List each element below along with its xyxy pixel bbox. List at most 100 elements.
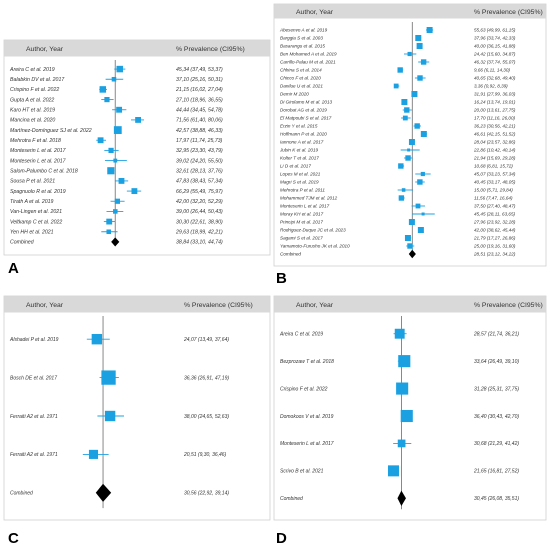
panel-b-study-value: 17,70 (11,16, 26,00): [474, 116, 516, 121]
panel-b-study-label: Magri S et al. 2019: [280, 180, 319, 185]
panel-c-frame: [3, 295, 271, 521]
panel-b-estimate-square: [417, 75, 423, 81]
panel-a-study-value: 30,30 (22,61, 38,90): [176, 219, 223, 225]
panel-a-study-label: Monteserin L et al. 2017: [10, 148, 67, 154]
panel-d-study-label: Domokoos V et al. 2019: [280, 414, 334, 420]
panel-d-estimate-square: [397, 439, 406, 448]
panel-b-study-value: 45,45 (28,11, 63,65): [474, 212, 516, 217]
panel-b-estimate-square: [415, 35, 422, 41]
panel-a-study-label: Van-Lingen et al. 2021: [10, 209, 62, 215]
panel-b-estimate-square: [414, 123, 420, 129]
panel-b-study-label: Jubin K et al. 2019: [279, 148, 318, 153]
panel-b-study-label: El Matpoubi S et al. 2017: [280, 116, 332, 121]
panel-b-header-prevalence: % Prevalence (CI95%): [474, 9, 543, 16]
panel-b-study-value: 27,96 (23,92, 32,28): [473, 220, 516, 225]
panel-a-estimate-square: [131, 188, 138, 195]
panel-d-estimate-square: [394, 328, 405, 339]
panel-a-study-value: 47,83 (38,43, 57,34): [176, 179, 223, 185]
panel-a-study-label: Tirath A et al. 2019: [10, 199, 54, 205]
panel-b-study-value: 24,42 (15,60, 34,87): [473, 52, 516, 57]
panel-a-study-label: Mancina et al. 2020: [10, 118, 55, 124]
panel-c-study-value: 24,07 (13,49, 37,64): [183, 337, 229, 343]
panel-a-estimate-square: [104, 96, 110, 103]
panel-b-study-label: Dorobat AG et al. 2019: [280, 108, 327, 113]
panel-b-study-value: 46,61 (42,15, 51,52): [474, 132, 516, 137]
panel-b-study-value: 40,65 (32,68, 49,40): [474, 76, 516, 81]
panel-b-study-value: 45,07 (33,23, 57,34): [474, 172, 516, 177]
panel-d-header-bg: [274, 296, 546, 313]
panel-b-estimate-square: [417, 179, 423, 185]
panel-b-estimate-square: [415, 203, 421, 209]
panel-b-study-label: Principi M et al. 2017: [280, 220, 323, 225]
panel-b-estimate-square: [407, 51, 412, 57]
panel-a-estimate-square: [108, 147, 114, 154]
panel-d-study-label: Monteserin L et al. 2017: [280, 441, 334, 447]
panel-d-header-author: Author, Year: [296, 302, 334, 309]
panel-b-estimate-square: [398, 163, 404, 169]
panel-a-study-value: 45,34 (37,49, 53,37): [176, 67, 223, 73]
panel-letter-d: D: [276, 530, 287, 547]
panel-d-combined-value: 30,45 (26,08, 35,51): [474, 496, 519, 502]
panel-b-estimate-square: [404, 107, 410, 113]
panel-b-study-label: Barggia S et al. 2003: [280, 36, 323, 41]
panel-b-study-value: 3,36 (0,92, 8,39): [474, 84, 508, 89]
panel-b-estimate-square: [408, 219, 415, 225]
panel-c-study-label: Ferraiti A2 et al. 1971: [10, 414, 58, 420]
panel-b-estimate-square: [407, 243, 413, 249]
panel-b-header-author: Author, Year: [296, 9, 334, 16]
panel-b-study-value: 15,00 (5,71, 29,84): [474, 188, 513, 193]
panel-b-study-label: Carrillo-Palau M et al. 2021: [280, 60, 336, 65]
panel-b-study-label: Abesenvo A et al. 2019: [279, 28, 328, 33]
panel-b-study-value: 10,68 (6,81, 15,72): [474, 164, 513, 169]
panel-a-header-bg: [4, 40, 270, 57]
panel-b-estimate-square: [408, 139, 415, 145]
panel-b-study-value: 11,56 (7,47, 16,64): [474, 196, 513, 201]
panel-b-study-value: 28,04 (23,57, 32,86): [473, 140, 516, 145]
panel-b-estimate-square: [416, 43, 423, 49]
panel-b-study-value: 9,66 (6,11, 14,30): [474, 68, 510, 73]
panel-a-study-value: 27,10 (18,96, 36,55): [175, 97, 223, 103]
panel-a-study-value: 32,95 (23,30, 43,79): [176, 148, 223, 154]
panel-c-study-value: 20,51 (9,30, 36,46): [183, 452, 227, 458]
panel-letter-b: B: [276, 270, 287, 287]
panel-b-study-label: Li D et al. 2017: [280, 164, 311, 169]
panel-a-study-label: Areira C et al. 2019: [9, 67, 55, 73]
panel-d-estimate-square: [396, 382, 409, 395]
panel-b-estimate-square: [420, 59, 427, 65]
panel-c-combined-diamond: [95, 483, 112, 502]
panel-a-estimate-square: [135, 116, 142, 123]
panel-a-study-label: Yen HH et al. 2021: [10, 230, 54, 236]
panel-b-estimate-square: [405, 155, 411, 161]
panel-b-study-value: 20,00 (13,61, 27,75): [473, 108, 516, 113]
panel-a-study-label: Mehrotra F et al. 2018: [10, 138, 61, 144]
panel-b-study-label: Monteserin L et al. 2017: [280, 204, 330, 209]
panel-a-estimate-square: [116, 65, 123, 73]
panel-c-study-value: 38,00 (24,65, 52,63): [184, 414, 229, 420]
panel-b-study-label: Yamamoto-Furusho JK et al. 2010: [280, 244, 350, 249]
panel-a-estimate-square: [113, 209, 118, 214]
panel-d-study-value: 30,68 (21,29, 41,42): [474, 441, 519, 447]
panel-a-estimate-square: [116, 106, 123, 113]
panel-a-frame: [3, 39, 271, 256]
panel-b-study-label: Lopes M et al. 2021: [280, 172, 321, 177]
panel-a-study-value: 71,56 (61,40, 80,06): [176, 118, 223, 124]
panel-b-estimate-square: [420, 131, 427, 137]
panel-b-estimate-square: [401, 188, 406, 192]
panel-a-study-value: 42,57 (38,88, 46,33): [176, 128, 223, 134]
panel-d-study-value: 31,28 (25,31, 37,75): [474, 386, 519, 392]
panel-a-combined-label: Combined: [10, 240, 35, 246]
panel-a-estimate-square: [97, 137, 104, 144]
panel-d-combined-diamond: [397, 490, 406, 506]
panel-a-estimate-square: [106, 218, 113, 225]
panel-b-study-label: Mohammed TJM et al. 2012: [280, 196, 338, 201]
panel-b-estimate-square: [426, 27, 433, 33]
panel-a-study-label: Salom-Palumbo C et al. 2018: [10, 169, 78, 175]
panel-d-study-value: 33,64 (26,49, 39,10): [474, 359, 519, 365]
panel-letter-a: A: [8, 260, 19, 277]
panel-a-study-label: Veltkamp C et al. 2022: [10, 219, 62, 225]
panel-b-estimate-square: [393, 83, 399, 89]
panel-a-estimate-square: [111, 76, 117, 82]
panel-d-combined-label: Combined: [280, 496, 303, 502]
panel-b-study-value: 22,86 (10,42, 40,14): [473, 148, 516, 153]
panel-b-study-value: 16,24 (13,74, 19,01): [474, 100, 516, 105]
